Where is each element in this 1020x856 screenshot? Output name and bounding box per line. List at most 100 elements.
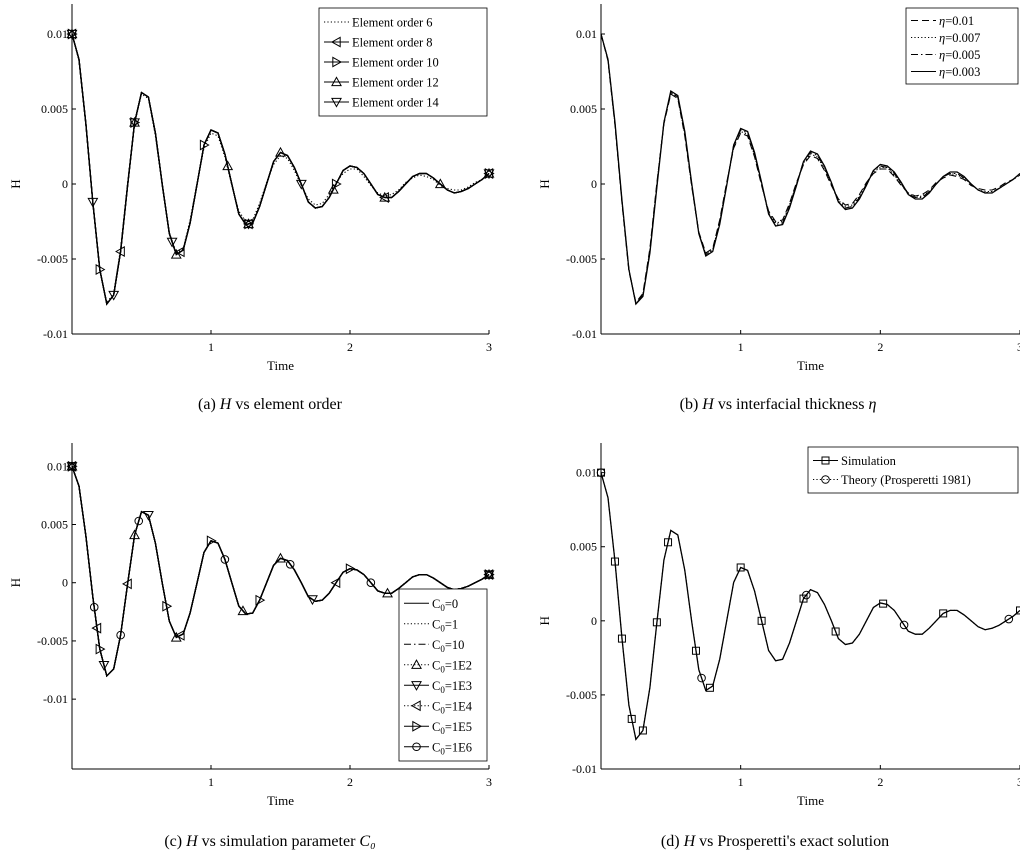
x-tick-label: 3 [1017,775,1020,789]
data-marker [243,219,254,230]
legend-label: C0=1E6 [432,740,472,756]
x-axis-label: Time [797,358,824,373]
legend-marker [331,97,342,108]
legend-marker [411,659,422,669]
legend-label: Simulation [841,454,897,468]
y-tick-label: -0.005 [566,688,597,702]
y-tick-label: 0 [591,177,597,191]
y-tick-label: 0 [591,614,597,628]
data-marker [638,726,647,735]
data-marker [483,169,495,180]
data-marker [222,160,234,171]
legend-marker [821,475,830,484]
series-line [71,33,490,306]
caption-a: (a) H vs element order [198,396,343,413]
legend-marker [331,76,342,87]
x-tick-label: 3 [486,340,492,354]
data-marker [899,620,909,630]
data-marker [652,618,661,627]
data-marker [1004,614,1014,624]
x-tick-label: 2 [347,340,353,354]
y-tick-label: 0.01 [576,27,597,41]
x-tick-label: 3 [486,775,492,789]
y-tick-label: -0.01 [43,692,68,706]
legend-box [398,588,488,762]
legend-box [807,446,1019,494]
data-marker [275,146,286,157]
legend-label: C0=1 [432,617,458,633]
y-axis-label: H [8,578,23,587]
data-marker [434,178,446,189]
y-axis-label: H [537,179,552,188]
legend-label: η=0.01 [939,14,974,28]
data-marker [330,577,341,589]
legend-label: C0=0 [432,597,458,613]
x-tick-label: 2 [877,775,883,789]
data-marker [174,246,185,258]
panel-d: 0.01 0.005 0 -0.005 -0.01 1 2 3 Time H Simulation T… [537,443,1020,808]
legend-label: C0=10 [432,638,464,654]
data-marker [705,683,714,692]
data-marker [129,118,140,129]
data-marker [170,248,182,259]
series-line [600,472,1020,741]
y-tick-label: 0.005 [41,102,68,116]
data-marker [116,630,125,640]
data-marker [327,183,339,194]
data-marker [596,468,606,477]
y-tick-label: -0.01 [572,762,597,776]
data-marker [757,616,766,625]
data-marker [831,627,840,636]
data-marker [206,535,217,547]
y-tick-label: 0.01 [47,27,68,41]
y-tick-label: -0.01 [43,327,68,341]
data-marker [331,178,342,190]
x-tick-label: 1 [738,775,744,789]
legend-label: Element order 12 [352,76,439,90]
y-tick-label: -0.005 [566,252,597,266]
x-axis-label: Time [267,793,294,808]
legend-label: Element order 10 [352,56,439,70]
y-tick-label: -0.01 [572,327,597,341]
x-axis-label: Time [267,358,294,373]
y-tick-label: 0.01 [576,466,597,480]
x-tick-label: 3 [1017,340,1020,354]
data-marker [285,560,295,569]
caption-b: (b) H vs interfacial thickness η [680,396,877,413]
data-marker [484,570,494,579]
x-tick-label: 2 [877,340,883,354]
legend-marker [330,36,341,48]
x-tick-label: 1 [208,775,214,789]
legend-marker [821,456,830,465]
data-marker [627,714,636,723]
panel-c: 0.01 0.005 0 -0.005 -0.01 1 2 3 Time H C0=0 C0=1 C0=… [8,443,495,808]
data-marker [345,563,356,575]
legend-label: η=0.005 [939,48,980,62]
y-tick-label: 0.005 [570,102,597,116]
x-tick-label: 2 [347,775,353,789]
data-marker [98,660,110,671]
legend-label: η=0.003 [939,65,980,79]
legend-marker [412,720,423,732]
data-marker [1016,606,1020,615]
legend-marker [412,742,421,752]
data-marker [220,555,230,564]
series-line [600,472,1020,741]
data-marker [134,516,144,526]
legend-label: C0=1E3 [432,679,472,695]
data-marker [295,179,307,190]
y-tick-label: -0.005 [37,252,68,266]
data-marker [802,590,811,600]
data-marker [67,461,77,471]
data-marker [275,552,286,563]
y-axis-label: H [8,179,23,188]
data-marker [939,609,948,618]
data-marker [108,290,120,301]
legend-label: Element order 6 [352,16,433,30]
series-line [71,33,490,304]
data-marker [174,629,185,641]
y-axis-label: H [537,616,552,625]
data-marker [610,557,619,566]
legend-marker [332,56,343,68]
